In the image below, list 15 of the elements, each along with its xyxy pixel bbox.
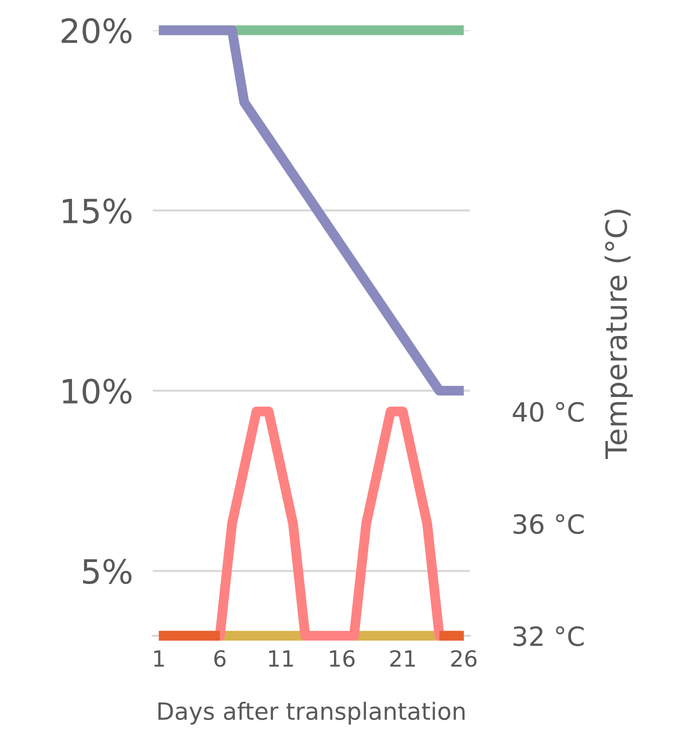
x-tick-label: 16 (330, 650, 355, 667)
y2-axis-title: Temperature (°C) (604, 210, 633, 459)
x-tick-label: 6 (214, 650, 226, 667)
y2-tick-label: 36 °C (514, 514, 584, 534)
y-tick-label: 20% (62, 18, 132, 44)
x-tick-label: 21 (390, 650, 415, 667)
x-tick-label: 11 (269, 650, 293, 667)
y-tick-label: 5% (83, 558, 132, 584)
y-tick-label: 15% (62, 198, 132, 224)
y2-tick-label: 32 °C (514, 626, 584, 646)
y2-tick-label: 40 °C (512, 402, 584, 422)
y-tick-label: 10% (62, 378, 132, 404)
x-tick-label: 26 (451, 650, 477, 667)
x-tick-label: 1 (154, 650, 164, 667)
x-axis-title: Days after transplantation (158, 702, 465, 725)
